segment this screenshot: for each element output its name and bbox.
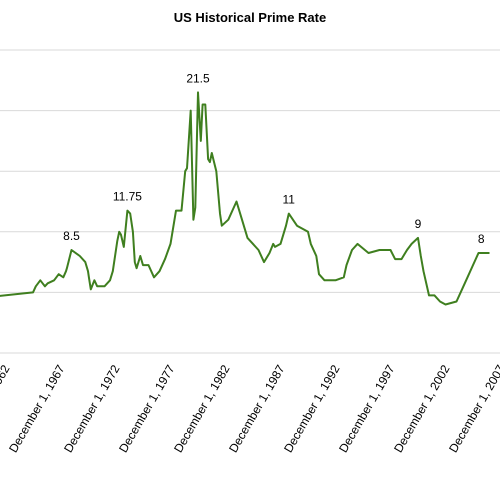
x-tick-label: December 1, 1992: [281, 362, 343, 455]
series-line: [0, 91, 490, 306]
data-label: 21.5: [186, 71, 210, 85]
x-tick-label: December 1, 1967: [6, 362, 68, 455]
series-layer: [0, 91, 490, 306]
gridlines: [0, 49, 500, 354]
x-tick-label: December 1, 2007: [446, 362, 500, 455]
data-label: 8: [478, 232, 485, 246]
x-tick-label: December 1, 1977: [116, 362, 178, 455]
x-tick-label: December 1, 1987: [226, 362, 288, 455]
data-label: 11: [283, 193, 296, 207]
x-tick-label: December 1, 1997: [336, 362, 398, 455]
chart-title: US Historical Prime Rate: [174, 10, 326, 25]
data-label: 8.5: [63, 229, 80, 243]
x-tick-label: December 1, 2002: [391, 362, 453, 455]
data-labels: 8.5 11.75 21.5 11 9 8: [63, 71, 485, 246]
data-label: 11.75: [113, 190, 142, 204]
data-label: 9: [415, 217, 422, 231]
x-tick-label: December 1, 1972: [61, 362, 123, 455]
x-tick-label: December 1, 1982: [171, 362, 233, 455]
